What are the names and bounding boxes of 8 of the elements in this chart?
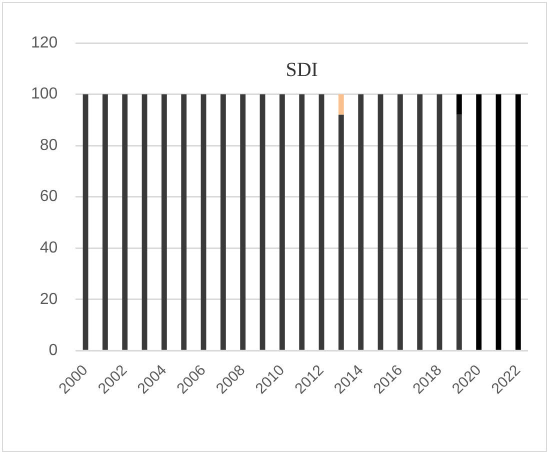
y-tick-label: 100 (30, 86, 58, 103)
text: SDI (286, 58, 318, 81)
y-tick-label: 0 (48, 342, 58, 360)
y-tick-label: 20 (40, 290, 58, 308)
y-tick-label: 40 (40, 240, 58, 257)
y-tick-label: 120 (30, 34, 58, 52)
y-tick-label: 80 (40, 136, 58, 154)
y-tick-label: 60 (40, 188, 58, 206)
